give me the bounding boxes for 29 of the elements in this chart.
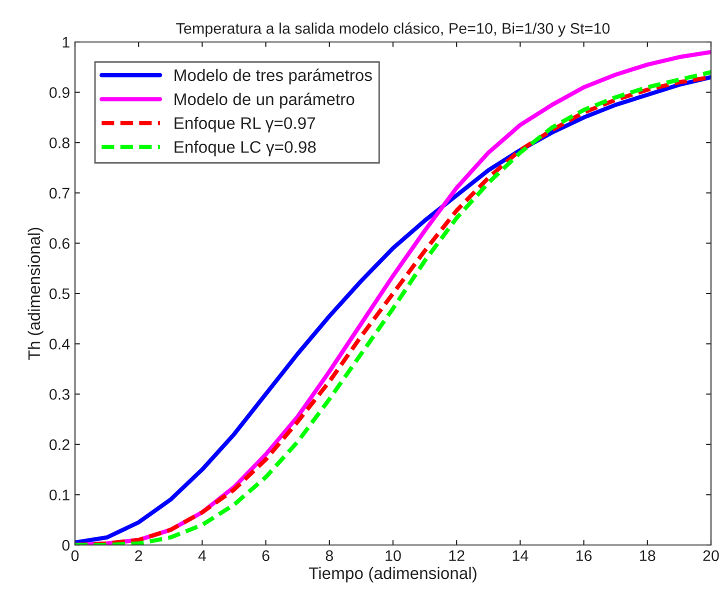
y-tick-label: 0.8 (50, 137, 70, 148)
x-tick-label: 10 (386, 550, 401, 562)
y-tick-label: 0.2 (50, 439, 70, 450)
legend-label: Modelo de tres parámetros (174, 68, 372, 84)
y-tick-label: 0.6 (50, 238, 70, 249)
x-tick-label: 14 (512, 550, 528, 561)
legend-label: Enfoque LC γ=0.98 (174, 140, 316, 156)
y-tick-label: 0.9 (50, 87, 70, 98)
x-tick-label: 4 (198, 550, 206, 561)
y-tick-label: 0.4 (50, 338, 70, 350)
x-tick-label: 8 (326, 550, 333, 562)
chart-title: Temperatura a la salida modelo clásico, Pe=10, Bi=1/30 y St=10 (176, 22, 610, 37)
x-tick-label: 2 (135, 550, 142, 561)
x-tick-label: 6 (262, 550, 270, 562)
y-tick-label: 0.5 (50, 288, 70, 300)
x-tick-label: 20 (703, 550, 719, 562)
y-tick-label: 0.3 (50, 388, 70, 400)
y-tick-label: 0 (62, 540, 70, 551)
y-tick-label: 1 (62, 37, 70, 48)
legend-label: Enfoque RL γ=0.97 (174, 116, 316, 132)
y-axis-title: Th (adimensional) (28, 228, 44, 360)
x-tick-label: 12 (449, 550, 464, 561)
x-tick-label: 16 (576, 550, 592, 562)
x-axis-title: Tiempo (adimensional) (308, 566, 476, 582)
x-tick-label: 0 (71, 550, 79, 562)
y-tick-label: 0.1 (50, 490, 70, 500)
x-tick-label: 18 (640, 550, 656, 562)
y-tick-label: 0.7 (50, 188, 70, 199)
legend-label: Modelo de un parámetro (174, 92, 354, 108)
